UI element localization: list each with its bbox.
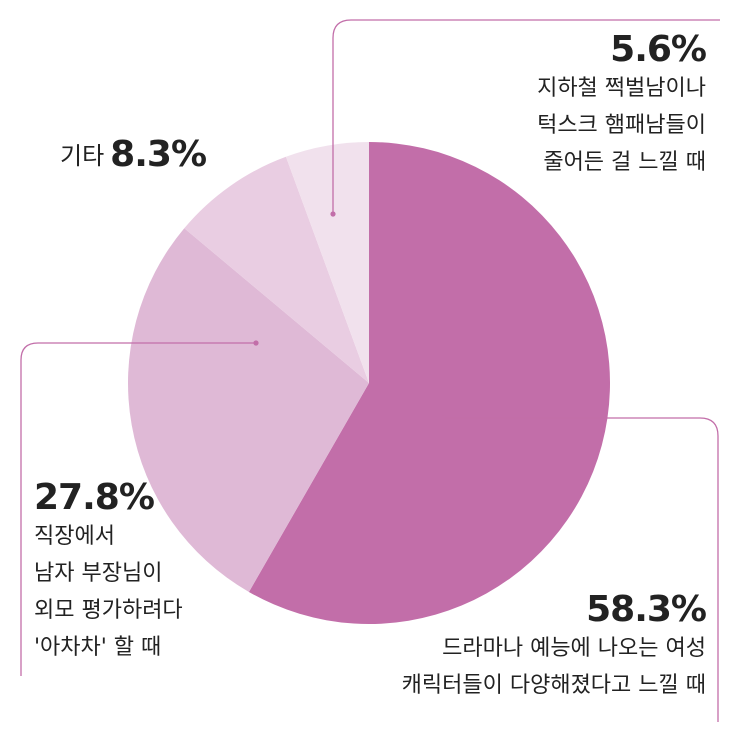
slice-description-line: 직장에서 — [34, 524, 115, 549]
slice-percent-label: 58.3% — [586, 589, 707, 630]
slice-name-label: 기타 — [60, 142, 105, 170]
pie-slice-other — [184, 156, 369, 383]
slice-description-line: 외모 평가하려다 — [34, 598, 183, 623]
slice-percent-label: 8.3% — [110, 134, 207, 175]
leader-lines — [20, 19, 720, 722]
leader-line-workplace — [20, 342, 256, 676]
leader-line-subway — [332, 19, 720, 214]
slice-description-line: 남자 부장님이 — [34, 561, 163, 586]
leader-dot — [330, 211, 336, 217]
pie-slice-drama — [248, 142, 610, 625]
slice-description-line: 지하철 쩍벌남이나 — [537, 76, 706, 101]
slice-description-line: 줄어든 걸 느낄 때 — [543, 150, 706, 175]
slice-description-line: 턱스크 햄패남들이 — [537, 113, 706, 138]
slice-percent-label: 27.8% — [34, 477, 155, 518]
leader-dot — [253, 340, 259, 346]
slice-description-line: 캐릭터들이 다양해졌다고 느낄 때 — [401, 673, 706, 698]
leader-line-drama — [443, 417, 719, 722]
slice-label-workplace: 27.8% 직장에서 남자 부장님이 외모 평가하려다 '아차차' 할 때 — [34, 478, 183, 666]
pie-slices — [127, 142, 610, 625]
slice-description-line: '아차차' 할 때 — [34, 635, 162, 660]
slice-description-line: 드라마나 예능에 나오는 여성 — [442, 636, 706, 661]
slice-label-subway: 5.6% 지하철 쩍벌남이나 턱스크 햄패남들이 줄어든 걸 느낄 때 — [537, 29, 707, 181]
slice-label-drama: 58.3% 드라마나 예능에 나오는 여성 캐릭터들이 다양해졌다고 느낄 때 — [401, 589, 707, 704]
slice-label-other: 기타 8.3% — [60, 134, 207, 175]
pie-slice-subway — [285, 142, 369, 383]
leader-dot — [440, 415, 446, 421]
pie-slice-workplace — [127, 228, 369, 592]
slice-percent-label: 5.6% — [610, 29, 707, 70]
